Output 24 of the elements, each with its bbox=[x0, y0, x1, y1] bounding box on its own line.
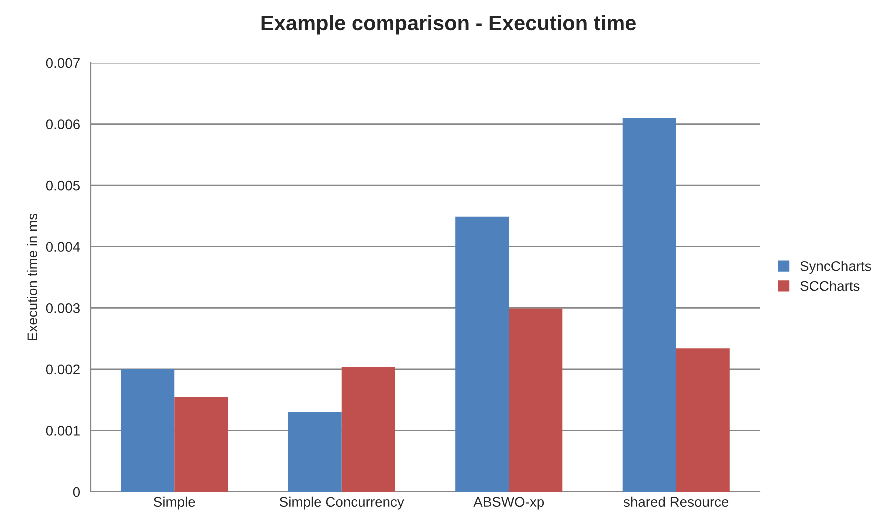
x-tick-label: ABSWO-xp bbox=[474, 497, 544, 510]
y-tick-label: 0.004 bbox=[46, 242, 80, 252]
y-tick-label: 0.003 bbox=[46, 303, 80, 314]
bar bbox=[456, 216, 510, 492]
x-tick-label: Simple Concurrency bbox=[280, 496, 404, 510]
bar bbox=[342, 366, 396, 492]
bar bbox=[622, 118, 676, 492]
bar bbox=[676, 348, 730, 492]
y-tick-label: 0.001 bbox=[46, 426, 80, 436]
chart-title: Example comparison - Execution time bbox=[262, 15, 636, 35]
y-tick-label: 0.007 bbox=[46, 58, 80, 68]
y-tick-label: 0.005 bbox=[46, 180, 80, 191]
y-tick-label: 0 bbox=[73, 487, 80, 498]
bar bbox=[288, 412, 342, 492]
legend-label: SyncCharts bbox=[800, 261, 871, 274]
y-axis-title: Execution time in ms bbox=[27, 214, 38, 340]
legend-label: SCCharts bbox=[800, 280, 860, 292]
y-tick-label: 0.006 bbox=[46, 120, 80, 130]
y-tick-label: 0.002 bbox=[46, 364, 80, 375]
bar bbox=[121, 369, 175, 492]
bar bbox=[174, 397, 228, 492]
x-tick-label: shared Resource bbox=[624, 496, 729, 508]
bar bbox=[509, 308, 563, 492]
x-tick-label: Simple bbox=[154, 496, 196, 510]
